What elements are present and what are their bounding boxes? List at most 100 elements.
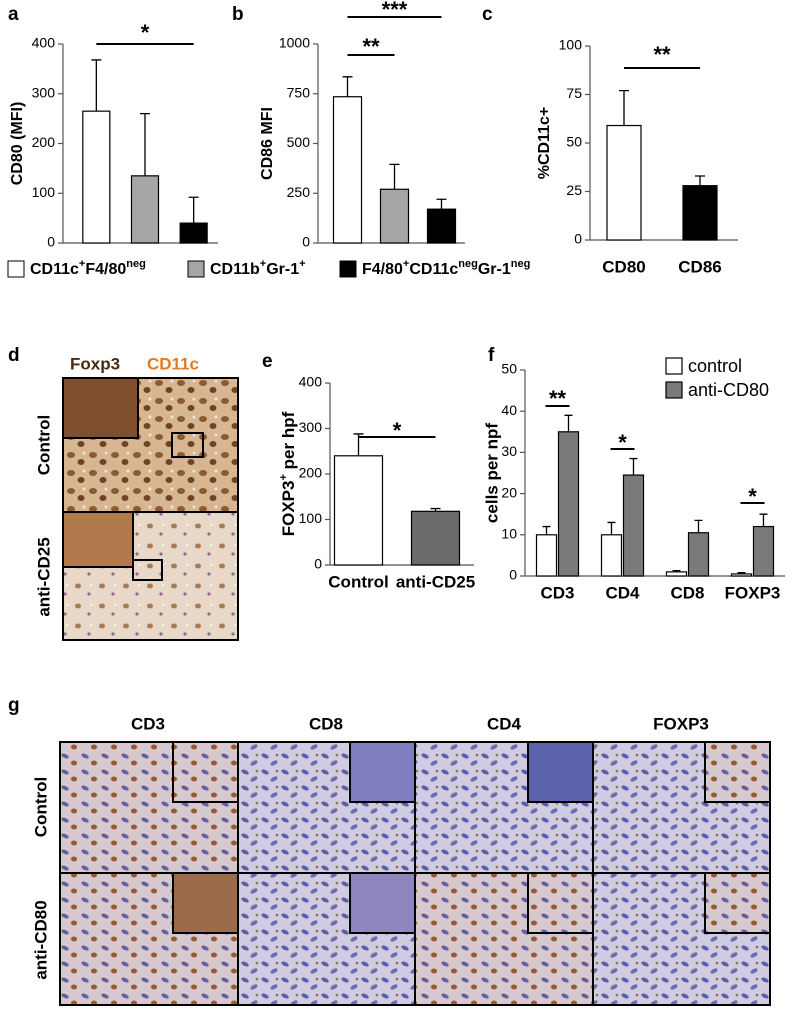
y-tick-label: 0 [509,567,517,583]
y-tick-label: 0 [47,234,55,250]
x-tick-label: CD4 [605,583,640,602]
bar [535,534,558,577]
bar [752,525,775,577]
superscript: neg [126,258,146,270]
bar [682,185,718,241]
error-bar [436,198,447,210]
text-segment: per hpf [279,411,298,474]
error-bar [694,519,703,533]
column-label: CD8 [309,714,343,733]
superscript: + [278,474,290,480]
y-axis-label: cells per npf [482,423,501,523]
bar [557,431,580,577]
error-bar [91,59,102,112]
stain-label: CD11c [147,354,199,373]
error-bar [188,196,199,224]
error-bar [140,113,150,176]
column-label: CD3 [131,714,165,733]
bar [130,175,160,244]
significance-label: *** [382,0,408,22]
bar [426,208,457,244]
legend-swatch [187,260,205,278]
text-segment: CD11c [409,261,458,278]
micrograph-g [59,741,771,1006]
error-bar [695,175,705,186]
significance-label: ** [362,34,380,59]
y-axis-label: FOXP3+ per hpf [278,411,299,536]
error-bar [619,89,629,126]
legend-label: anti-CD80 [688,380,769,400]
y-tick-label: 400 [299,374,323,390]
y-tick-label: 30 [501,443,517,459]
error-bar [389,163,400,190]
error-bar [737,572,746,574]
y-tick-label: 200 [299,465,323,481]
bar [410,510,461,566]
x-tick-label: CD3 [540,583,574,602]
panel-letter: a [8,4,19,25]
error-bar [759,513,768,527]
y-tick-label: 250 [287,184,311,200]
legend-swatch [339,260,357,278]
panel-letter: e [262,351,273,372]
text-segment: FOXP3 [279,481,298,537]
error-bar [629,457,638,476]
error-bar [430,507,441,512]
significance-label: * [393,418,402,443]
error-bar [672,569,681,572]
bar [379,188,410,244]
row-label: anti-CD25 [34,537,53,616]
y-tick-label: 40 [501,402,517,418]
y-tick-label: 50 [566,134,582,150]
stain-label: Foxp3 [70,354,120,373]
column-label: CD4 [487,714,522,733]
legend-swatch [665,357,683,375]
y-tick-label: 10 [501,526,517,542]
legend-swatch [7,260,25,278]
y-tick-label: 0 [574,231,582,247]
y-tick-label: 25 [566,182,582,198]
x-tick-label: CD8 [670,583,704,602]
error-bar [342,76,353,97]
text-segment: Gr-1 [266,261,299,278]
bar [82,110,111,244]
legend-label: control [688,356,742,376]
bar [333,455,384,566]
y-tick-label: 100 [32,184,56,200]
error-bar [564,414,573,432]
bar [665,571,688,577]
superscript: + [299,258,305,270]
x-tick-label: FOXP3 [725,583,781,602]
text-segment: Gr-1 [478,261,511,278]
significance-label: * [141,20,150,45]
y-tick-label: 400 [32,35,56,51]
significance-label: * [748,484,757,509]
y-tick-label: 300 [299,419,323,435]
text-segment: F4/80 [362,261,403,278]
legend-label: F4/80+CD11cnegGr-1neg [362,258,530,278]
superscript: + [403,258,409,270]
row-label: Control [34,415,53,475]
bar [622,474,645,577]
error-bar [607,521,616,535]
superscript: + [79,258,85,270]
panel-letter: g [8,695,20,716]
bar [606,124,642,241]
y-tick-label: 0 [314,556,322,572]
x-tick-label: Control [328,572,388,591]
text-segment: CD11c [30,261,79,278]
micrograph-d [62,377,239,641]
significance-label: ** [653,42,671,67]
error-bar [542,525,551,535]
row-label: anti-CD80 [31,900,50,979]
superscript: neg [511,258,531,270]
x-tick-label: CD80 [602,257,645,276]
y-tick-label: 100 [299,510,323,526]
y-tick-label: 50 [501,361,517,377]
bar [600,534,623,577]
superscript: neg [458,258,478,270]
row-label: Control [31,777,50,837]
bar [332,96,363,244]
y-tick-label: 0 [302,234,310,250]
